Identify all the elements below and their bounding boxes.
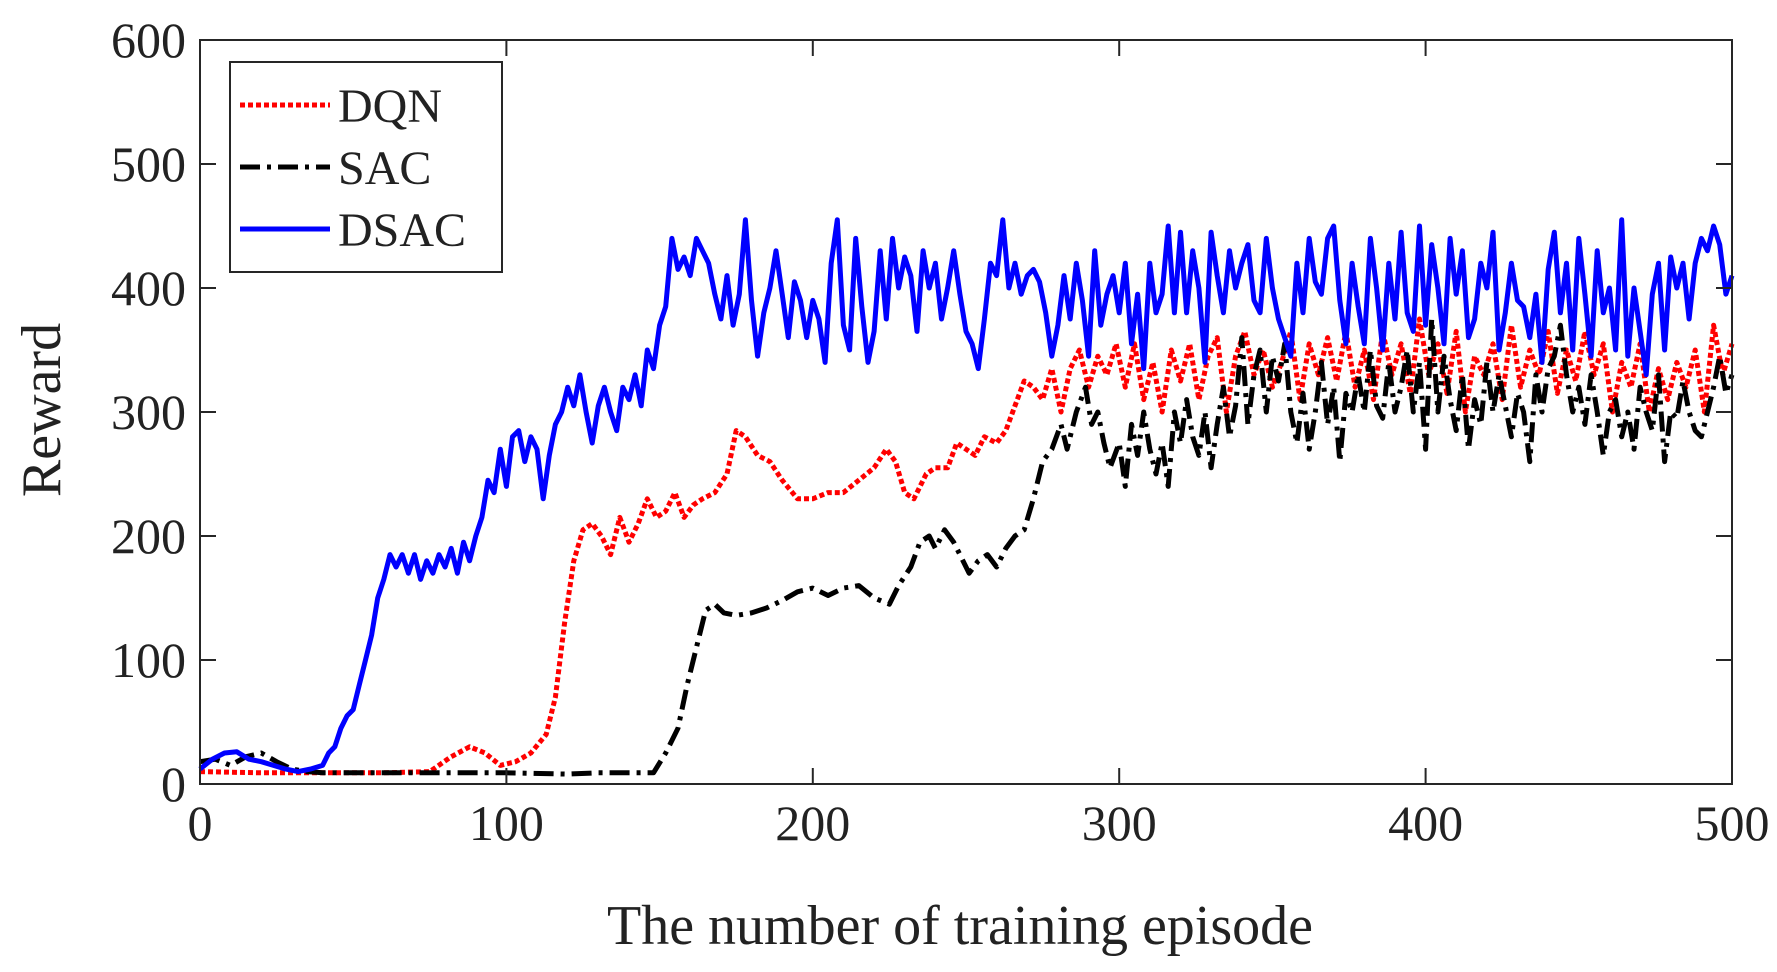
ticks-group: 0 100 200 300 400 500 0 100 200 300 400 500 600 <box>111 12 1770 851</box>
series-line-sac <box>199 316 1735 777</box>
y-tick-label: 100 <box>111 632 186 688</box>
y-tick-label: 300 <box>111 384 186 440</box>
x-tick-label: 200 <box>775 795 850 851</box>
y-tick-label: 0 <box>161 756 186 812</box>
series-line-dsac <box>198 217 1735 775</box>
y-tick-label: 500 <box>111 136 186 192</box>
x-tick-label: 100 <box>469 795 544 851</box>
y-axis-title: Reward <box>11 323 73 497</box>
x-axis-title: The number of training episode <box>607 895 1313 957</box>
x-tick-label: 300 <box>1082 795 1157 851</box>
series-line-dqn <box>199 316 1735 776</box>
x-tick-label: 0 <box>188 795 213 851</box>
legend-box <box>229 61 503 273</box>
x-tick-label: 500 <box>1695 795 1770 851</box>
y-tick-label: 600 <box>111 12 186 68</box>
legend-label-dsac: DSAC <box>338 204 466 257</box>
legend: DQN SAC DSAC <box>229 61 503 273</box>
y-tick-label: 200 <box>111 508 186 564</box>
series-group <box>198 217 1735 777</box>
y-tick-label: 400 <box>111 260 186 316</box>
x-tick-label: 400 <box>1388 795 1463 851</box>
legend-label-dqn: DQN <box>338 80 442 133</box>
legend-label-sac: SAC <box>338 142 431 195</box>
